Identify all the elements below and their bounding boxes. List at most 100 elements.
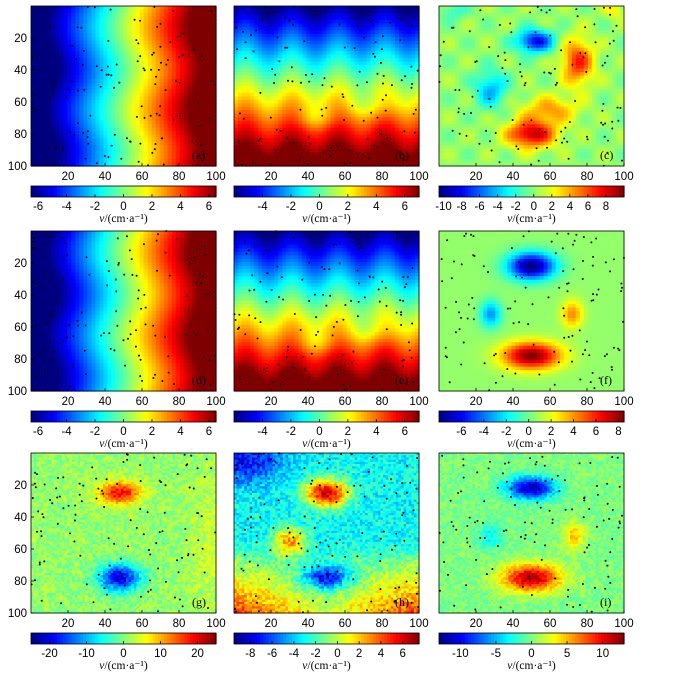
heatmap-cell — [374, 54, 380, 59]
heatmap-cell — [127, 51, 133, 56]
heatmap-cell — [51, 159, 56, 164]
heatmap-cell — [310, 110, 316, 115]
heatmap-cell — [55, 82, 60, 87]
heatmap-cell — [567, 12, 573, 18]
heatmap-cell — [278, 68, 283, 73]
sample-point — [362, 153, 365, 156]
heatmap-cell — [171, 99, 177, 104]
heatmap-cell — [179, 99, 185, 104]
sample-point — [376, 72, 379, 75]
heatmap-cell — [298, 30, 303, 35]
heatmap-cell — [191, 92, 197, 98]
heatmap-cell — [382, 106, 388, 111]
heatmap-cell — [107, 141, 113, 146]
heatmap-cell — [406, 19, 412, 24]
heatmap-cell — [31, 72, 36, 77]
heatmap-cell — [294, 72, 299, 77]
heatmap-cell — [151, 6, 157, 11]
heatmap-cell — [35, 65, 40, 70]
heatmap-cell — [571, 9, 577, 14]
heatmap-cell — [195, 117, 201, 122]
heatmap-cell — [358, 33, 364, 38]
heatmap-cell — [334, 23, 340, 28]
heatmap-cell — [163, 138, 169, 143]
heatmap-cell — [322, 23, 328, 28]
heatmap-cell — [147, 51, 153, 56]
heatmap-cell — [402, 113, 408, 118]
heatmap-cell — [475, 19, 480, 24]
heatmap-cell — [338, 82, 344, 87]
heatmap-cell — [155, 37, 161, 42]
heatmap-cell — [471, 9, 476, 14]
heatmap-cell — [370, 54, 376, 59]
heatmap-cell — [242, 99, 247, 104]
heatmap-cell — [358, 12, 364, 18]
heatmap-cell — [358, 72, 364, 77]
heatmap-cell — [139, 79, 145, 84]
heatmap-cell — [187, 145, 193, 150]
colorbar-segment — [204, 186, 208, 197]
heatmap-cell — [382, 40, 388, 45]
heatmap-cell — [51, 148, 56, 153]
heatmap-cell — [203, 82, 209, 87]
heatmap-cell — [302, 26, 307, 31]
heatmap-cell — [382, 16, 388, 21]
heatmap-cell — [71, 113, 76, 118]
heatmap-cell — [43, 89, 48, 94]
heatmap-cell — [262, 65, 267, 70]
heatmap-cell — [139, 120, 145, 125]
heatmap-cell — [35, 12, 40, 18]
heatmap-cell — [266, 26, 271, 31]
heatmap-cell — [290, 19, 295, 24]
heatmap-cell — [99, 138, 104, 143]
heatmap-cell — [503, 9, 508, 14]
heatmap-cell — [386, 124, 392, 129]
heatmap-cell — [346, 127, 352, 132]
heatmap-cell — [87, 75, 92, 80]
heatmap-cell — [306, 92, 312, 98]
heatmap-cell — [346, 58, 352, 63]
heatmap-cell — [171, 138, 177, 143]
heatmap-cell — [274, 75, 279, 80]
heatmap-cell — [358, 117, 364, 122]
heatmap-cell — [123, 44, 129, 49]
heatmap-cell — [179, 155, 185, 160]
heatmap-cell — [63, 61, 68, 66]
heatmap-cell — [127, 30, 133, 35]
heatmap-cell — [123, 58, 129, 63]
heatmap-cell — [410, 138, 416, 143]
heatmap-cell — [479, 26, 484, 31]
heatmap-cell — [87, 44, 92, 49]
heatmap-cell — [350, 68, 356, 73]
sample-point — [242, 30, 244, 33]
heatmap-cell — [151, 134, 157, 139]
heatmap-cell — [147, 12, 153, 18]
heatmap-cell — [447, 9, 452, 14]
heatmap-cell — [366, 141, 372, 146]
heatmap-cell — [59, 72, 64, 77]
heatmap-cell — [278, 120, 283, 125]
heatmap-cell — [619, 16, 625, 21]
heatmap-cell — [207, 155, 213, 160]
heatmap-cell — [262, 37, 267, 42]
heatmap-cell — [414, 47, 420, 52]
heatmap-cell — [139, 155, 145, 160]
heatmap-cell — [258, 127, 263, 132]
heatmap-cell — [318, 96, 324, 101]
heatmap-cell — [151, 61, 157, 66]
heatmap-cell — [302, 113, 307, 118]
heatmap-cell — [191, 44, 197, 49]
heatmap-cell — [326, 89, 332, 94]
heatmap-cell — [366, 131, 372, 136]
heatmap-cell — [238, 82, 243, 87]
heatmap-cell — [495, 23, 500, 28]
heatmap-cell — [31, 54, 36, 59]
heatmap-cell — [135, 110, 141, 115]
heatmap-cell — [282, 75, 287, 80]
heatmap-cell — [322, 33, 328, 38]
heatmap-cell — [203, 106, 209, 111]
heatmap-cell — [318, 9, 324, 14]
heatmap-cell — [175, 79, 181, 84]
heatmap-cell — [246, 40, 251, 45]
heatmap-cell — [103, 6, 109, 11]
